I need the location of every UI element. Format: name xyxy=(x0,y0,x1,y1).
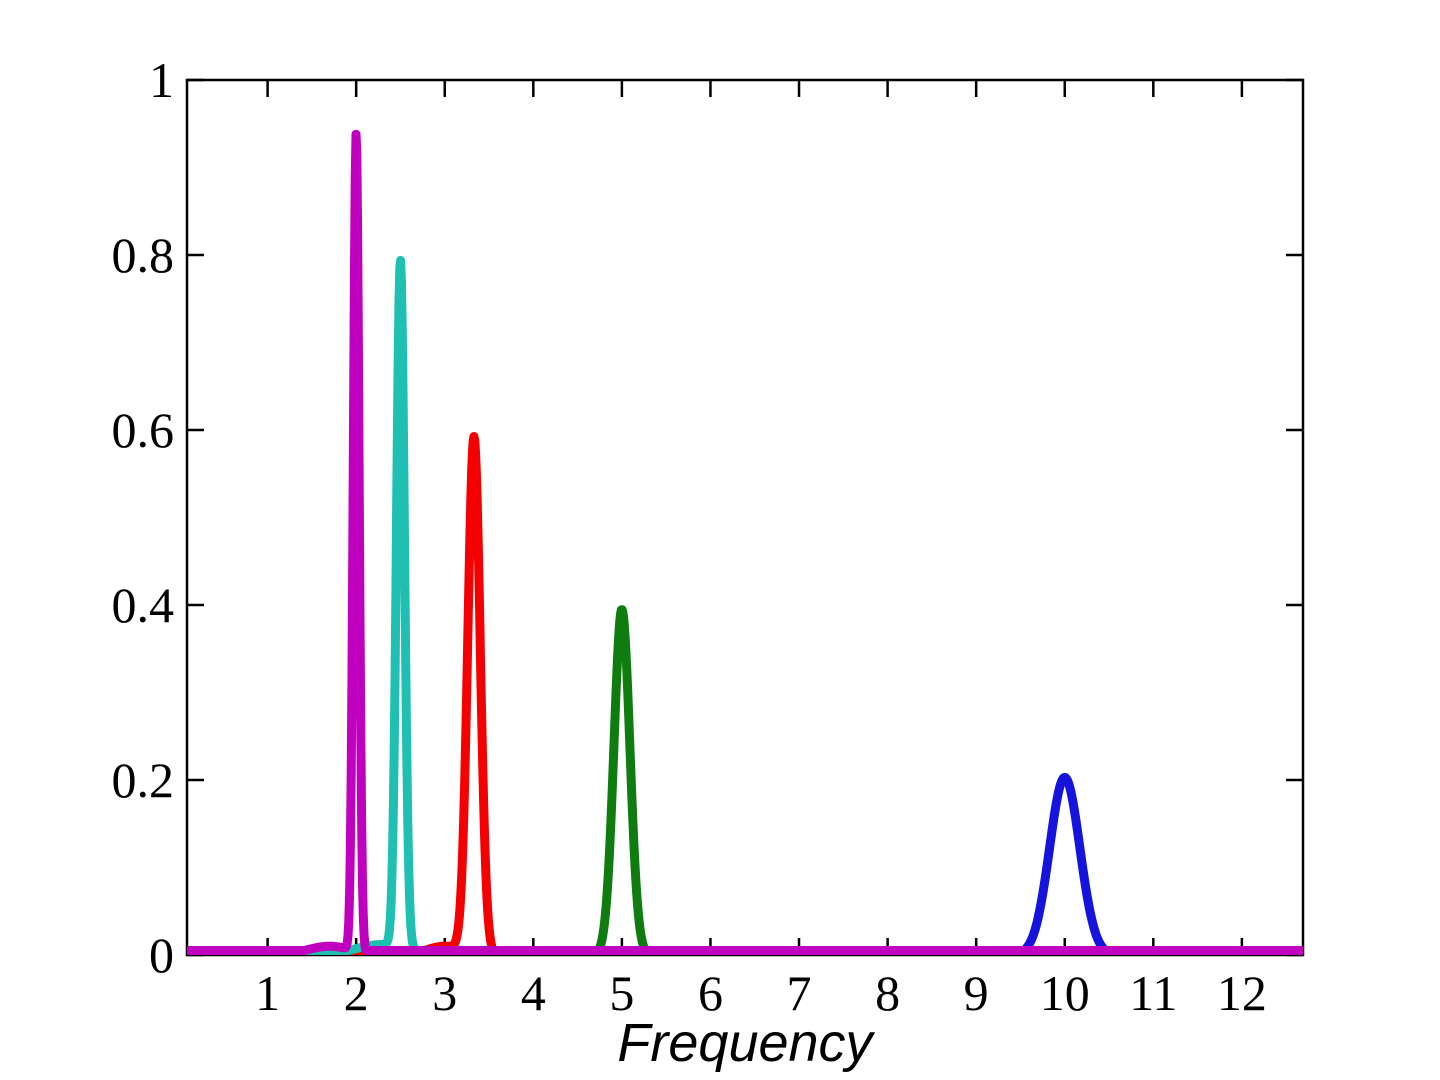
x-axis-title: Frequency xyxy=(617,1013,873,1073)
y-tick-label: 0.8 xyxy=(111,227,175,283)
spectrum-curves xyxy=(183,129,1307,955)
magenta-peak xyxy=(183,129,1307,955)
x-tick-label: 8 xyxy=(875,965,901,1021)
x-tick-label: 6 xyxy=(697,965,723,1021)
x-tick-label: 10 xyxy=(1039,965,1090,1021)
y-tick-label: 0.4 xyxy=(111,577,175,633)
x-tick-label: 4 xyxy=(520,965,546,1021)
y-tick-label: 0.2 xyxy=(111,752,175,808)
y-tick-label: 0 xyxy=(149,927,174,983)
x-tick-label: 7 xyxy=(786,965,812,1021)
x-tick-label: 3 xyxy=(432,965,458,1021)
x-tick-label: 9 xyxy=(963,965,989,1021)
x-tick-label: 2 xyxy=(343,965,369,1021)
y-tick-label: 1 xyxy=(149,52,174,108)
x-tick-label: 12 xyxy=(1216,965,1267,1021)
x-tick-label: 5 xyxy=(609,965,635,1021)
x-tick-label: 1 xyxy=(255,965,281,1021)
x-tick-label: 11 xyxy=(1129,965,1178,1021)
y-tick-label: 0.6 xyxy=(111,402,175,458)
